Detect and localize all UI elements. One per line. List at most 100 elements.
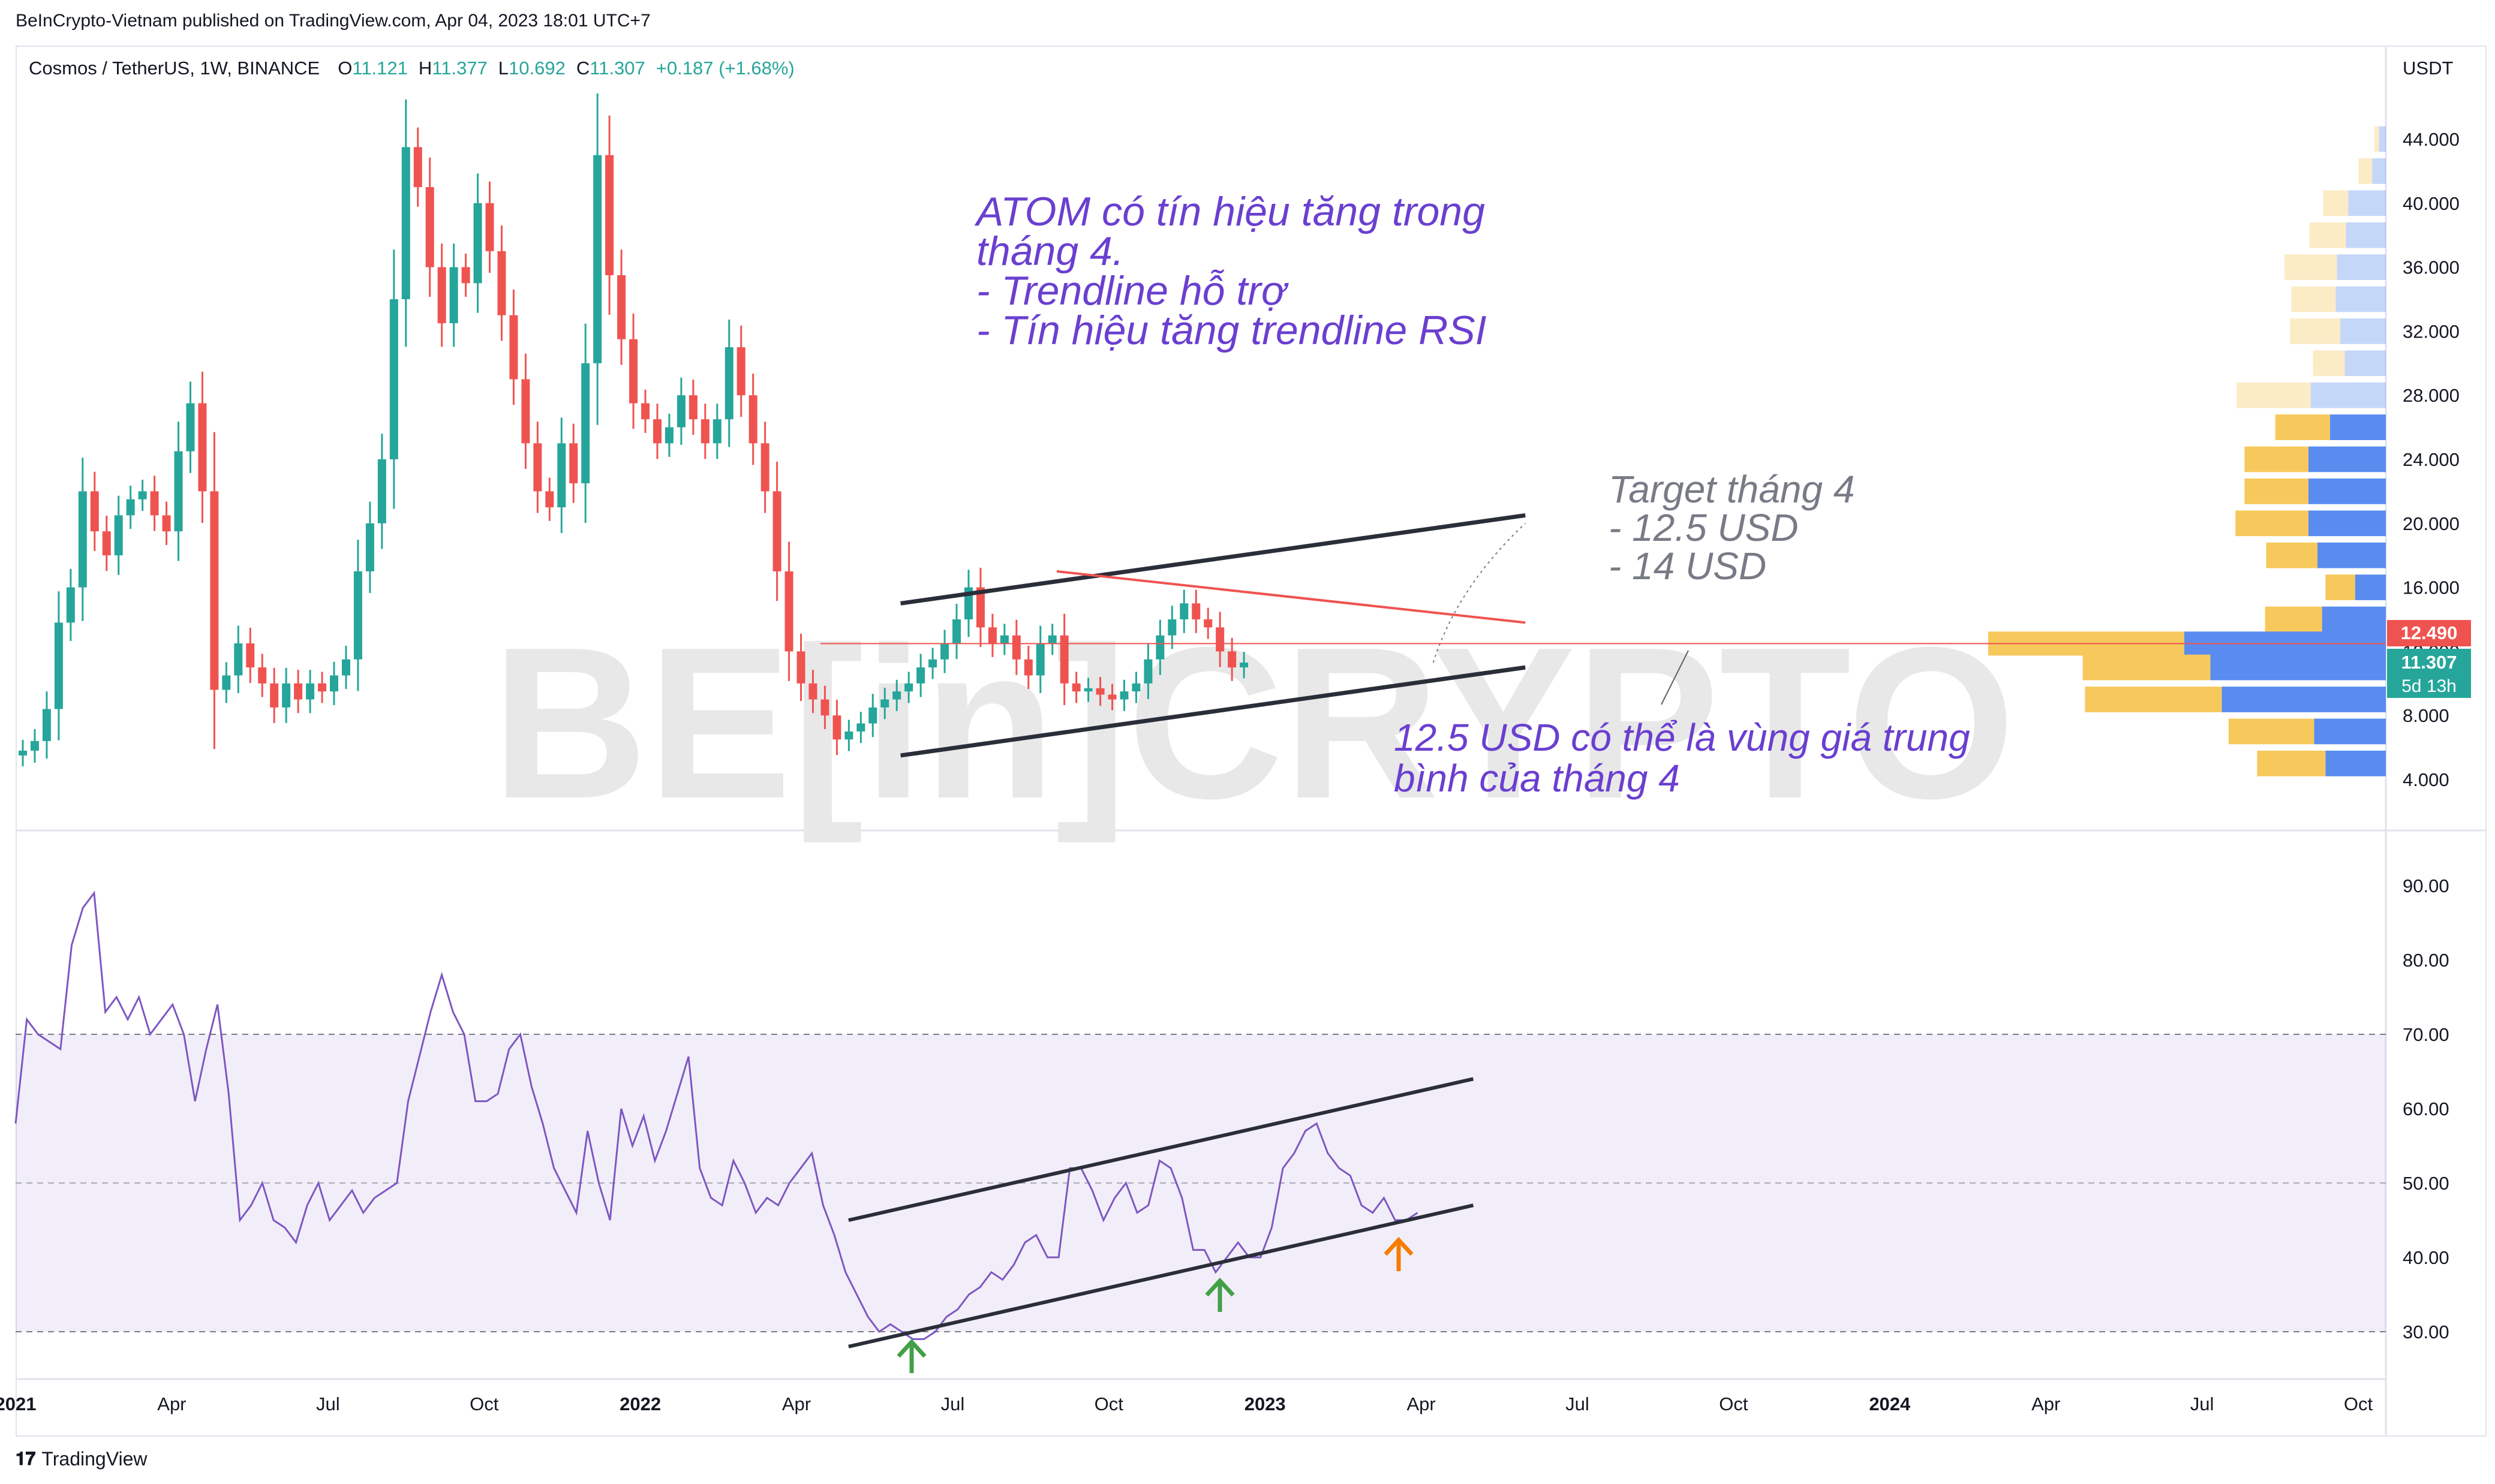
time-tick: Jul — [941, 1393, 965, 1414]
candle-body — [114, 515, 123, 556]
candle-body — [521, 379, 530, 444]
volume-profile-down-bar — [2244, 446, 2308, 472]
candle-body — [377, 459, 386, 523]
price-badge-last: 11.307 5d 13h — [2387, 649, 2471, 698]
volume-profile-up-bar — [2337, 254, 2386, 280]
candle-body — [1132, 683, 1141, 692]
candle-body — [1060, 635, 1069, 684]
bar-countdown: 5d 13h — [2401, 676, 2457, 696]
candle-body — [270, 683, 279, 708]
price-badge-level: 12.490 — [2387, 620, 2471, 646]
time-tick: 2023 — [1245, 1393, 1286, 1414]
candle-body — [186, 403, 195, 451]
candle-body — [1036, 643, 1045, 676]
time-tick: Jul — [2190, 1393, 2214, 1414]
candle-body — [772, 491, 781, 571]
candle-body — [473, 203, 482, 284]
candle-body — [353, 571, 362, 660]
candle-body — [150, 491, 159, 516]
rsi-tick: 60.00 — [2403, 1098, 2449, 1119]
annotation-average: 12.5 USD có thể là vùng giá trung bình c… — [1394, 716, 1980, 800]
chart-frame — [16, 46, 2487, 1437]
symbol-name: Cosmos / TetherUS, 1W, BINANCE — [29, 58, 320, 79]
rsi-band — [16, 1034, 2386, 1332]
volume-profile-down-bar — [2237, 382, 2311, 408]
price-tick: 32.000 — [2403, 321, 2460, 342]
tradingview-logo-icon: 𝟏𝟕 — [16, 1448, 36, 1470]
volume-profile-up-bar — [2210, 654, 2386, 681]
candle-body — [1096, 688, 1105, 695]
price-tick: 40.000 — [2403, 193, 2460, 214]
volume-profile-down-bar — [2309, 222, 2346, 248]
volume-profile-down-bar — [2228, 718, 2314, 745]
green-up-arrow-icon — [897, 1338, 927, 1373]
candle-body — [485, 203, 494, 251]
arrow-head — [1384, 1236, 1414, 1256]
candle-body — [784, 571, 793, 652]
arrow-head — [1205, 1277, 1235, 1297]
rsi-upper-trendline — [848, 1077, 1474, 1222]
candle-body — [425, 187, 434, 267]
candle-body — [617, 275, 626, 339]
candle-body — [318, 683, 327, 692]
svg-text:Cosmos / TetherUS, 1W, BINANCE: Cosmos / TetherUS, 1W, BINANCE O11.121 H11… — [29, 58, 795, 79]
volume-profile-up-bar — [2308, 510, 2386, 537]
rsi-tick: 30.00 — [2403, 1322, 2449, 1342]
volume-profile-up-bar — [2314, 718, 2386, 745]
volume-profile-up-bar — [2372, 158, 2386, 184]
published-line: BeInCrypto-Vietnam published on TradingV… — [16, 11, 651, 31]
candle-body — [1000, 635, 1009, 644]
candle-body — [162, 515, 171, 532]
candle-body — [1024, 659, 1033, 676]
candle-body — [246, 643, 255, 668]
candle-body — [545, 491, 554, 508]
volume-profile-down-bar — [2325, 574, 2355, 600]
price-tick: 8.000 — [2403, 705, 2449, 726]
symbol-header: Cosmos / TetherUS, 1W, BINANCE O11.121 H11… — [29, 58, 795, 79]
candle-body — [30, 741, 39, 751]
rsi-tick: 40.00 — [2403, 1247, 2449, 1268]
candle-body — [509, 315, 518, 380]
candle-body — [1012, 635, 1021, 660]
candle-body — [988, 627, 997, 644]
rsi-lower-trendline — [848, 1203, 1474, 1348]
volume-profile-up-bar — [2317, 542, 2386, 568]
time-tick: Apr — [157, 1393, 186, 1414]
candle-body — [820, 699, 829, 716]
footer[interactable]: 𝟏𝟕 TradingView — [16, 1444, 147, 1474]
volume-profile-down-bar — [2257, 750, 2326, 776]
time-tick: 2022 — [620, 1393, 661, 1414]
candle-body — [222, 675, 231, 690]
volume-profile-up-bar — [2308, 478, 2386, 504]
orange-up-arrow-icon — [1384, 1236, 1414, 1271]
candle-body — [1168, 619, 1177, 636]
time-tick: Apr — [782, 1393, 811, 1414]
volume-profile-down-bar — [2082, 654, 2211, 681]
upper-channel-line — [900, 513, 1526, 606]
candle-body — [461, 267, 470, 284]
time-tick: 2021 — [0, 1393, 36, 1414]
candle-body — [796, 651, 805, 684]
time-tick: 2024 — [1869, 1393, 1911, 1414]
time-tick: Oct — [1719, 1393, 1748, 1414]
candle-body — [210, 491, 219, 690]
candle-body — [90, 491, 99, 532]
rsi-axis: 90.00 80.00 70.00 60.00 50.00 40.00 30.00 — [2403, 875, 2449, 1342]
candle-body — [533, 443, 542, 492]
volume-profile-down-bar — [2290, 318, 2340, 344]
rsi-line — [14, 890, 1418, 1340]
candle-body — [437, 267, 446, 324]
projection-path — [1432, 523, 1526, 663]
time-tick: Oct — [1095, 1393, 1124, 1414]
price-axis: 44.000 40.000 36.000 32.000 28.000 24.000 20.0… — [2403, 129, 2460, 790]
candle-body — [282, 683, 291, 708]
volume-profile-up-bar — [2355, 574, 2386, 600]
rsi-tick: 80.00 — [2403, 950, 2449, 971]
arrow-head — [897, 1338, 927, 1358]
watermark: BE[in]CRYPTO — [492, 603, 2015, 845]
candle-body — [916, 667, 925, 684]
candle-body — [725, 347, 734, 420]
rsi-tick: 90.00 — [2403, 875, 2449, 896]
tradingview-brand: TradingView — [41, 1447, 148, 1470]
